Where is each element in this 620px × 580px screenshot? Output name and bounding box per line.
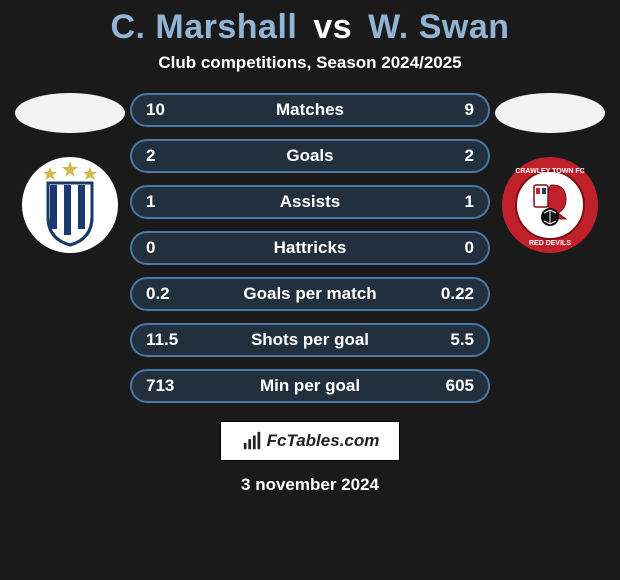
left-column — [10, 91, 130, 255]
stats-column: 10Matches92Goals21Assists10Hattricks00.2… — [130, 93, 490, 403]
stat-value-left: 713 — [146, 376, 174, 396]
chart-bars-icon — [241, 430, 263, 452]
page-title: C. Marshall vs W. Swan — [110, 8, 509, 47]
stat-label: Matches — [276, 100, 344, 120]
stat-label: Shots per goal — [251, 330, 369, 350]
crawley-crest-icon: CRAWLEY TOWN FC RED DEVILS — [500, 155, 600, 255]
body-row: 10Matches92Goals21Assists10Hattricks00.2… — [0, 91, 620, 403]
stat-value-left: 0 — [146, 238, 155, 258]
comparison-card: C. Marshall vs W. Swan Club competitions… — [0, 0, 620, 580]
stat-row: 0 Hattricks 0 — [130, 231, 490, 265]
stat-fill-right — [321, 95, 488, 125]
stat-label: Min per goal — [260, 376, 360, 396]
stat-fill-right — [310, 141, 488, 171]
svg-text:RED DEVILS: RED DEVILS — [529, 240, 571, 247]
club-crest-left — [20, 155, 120, 255]
right-column: CRAWLEY TOWN FC RED DEVILS — [490, 91, 610, 255]
title-player2: W. Swan — [368, 8, 509, 46]
stat-row: 10 Matches 9 — [130, 93, 490, 127]
player-photo-right — [495, 93, 605, 133]
fctables-logo[interactable]: FcTables.com — [220, 421, 400, 461]
stat-value-right: 2 — [465, 146, 474, 166]
stat-value-left: 11.5 — [146, 330, 178, 350]
huddersfield-crest-icon — [20, 155, 120, 255]
stat-value-right: 0.22 — [441, 284, 474, 304]
title-vs: vs — [313, 8, 352, 46]
stat-row: 1 Assists 1 — [130, 185, 490, 219]
stat-fill-left — [132, 141, 310, 171]
subtitle: Club competitions, Season 2024/2025 — [158, 53, 461, 73]
stat-value-left: 10 — [146, 100, 165, 120]
svg-text:CRAWLEY TOWN FC: CRAWLEY TOWN FC — [515, 168, 584, 175]
stat-label: Goals per match — [243, 284, 376, 304]
title-player1: C. Marshall — [110, 8, 297, 46]
stat-value-right: 5.5 — [450, 330, 474, 350]
stat-row: 713 Min per goal 605 — [130, 369, 490, 403]
stat-value-left: 0.2 — [146, 284, 170, 304]
stat-label: Assists — [280, 192, 340, 212]
stat-value-left: 1 — [146, 192, 155, 212]
player-photo-left — [15, 93, 125, 133]
stat-label: Goals — [286, 146, 333, 166]
logo-text: FcTables.com — [267, 431, 380, 451]
club-crest-right: CRAWLEY TOWN FC RED DEVILS — [500, 155, 600, 255]
stat-row: 2 Goals 2 — [130, 139, 490, 173]
stat-value-right: 1 — [465, 192, 474, 212]
stat-row: 0.2 Goals per match 0.22 — [130, 277, 490, 311]
stat-value-left: 2 — [146, 146, 155, 166]
stat-value-right: 605 — [446, 376, 474, 396]
stat-row: 11.5 Shots per goal 5.5 — [130, 323, 490, 357]
stat-value-right: 0 — [465, 238, 474, 258]
stat-value-right: 9 — [465, 100, 474, 120]
stat-label: Hattricks — [274, 238, 347, 258]
date-label: 3 november 2024 — [241, 475, 379, 495]
